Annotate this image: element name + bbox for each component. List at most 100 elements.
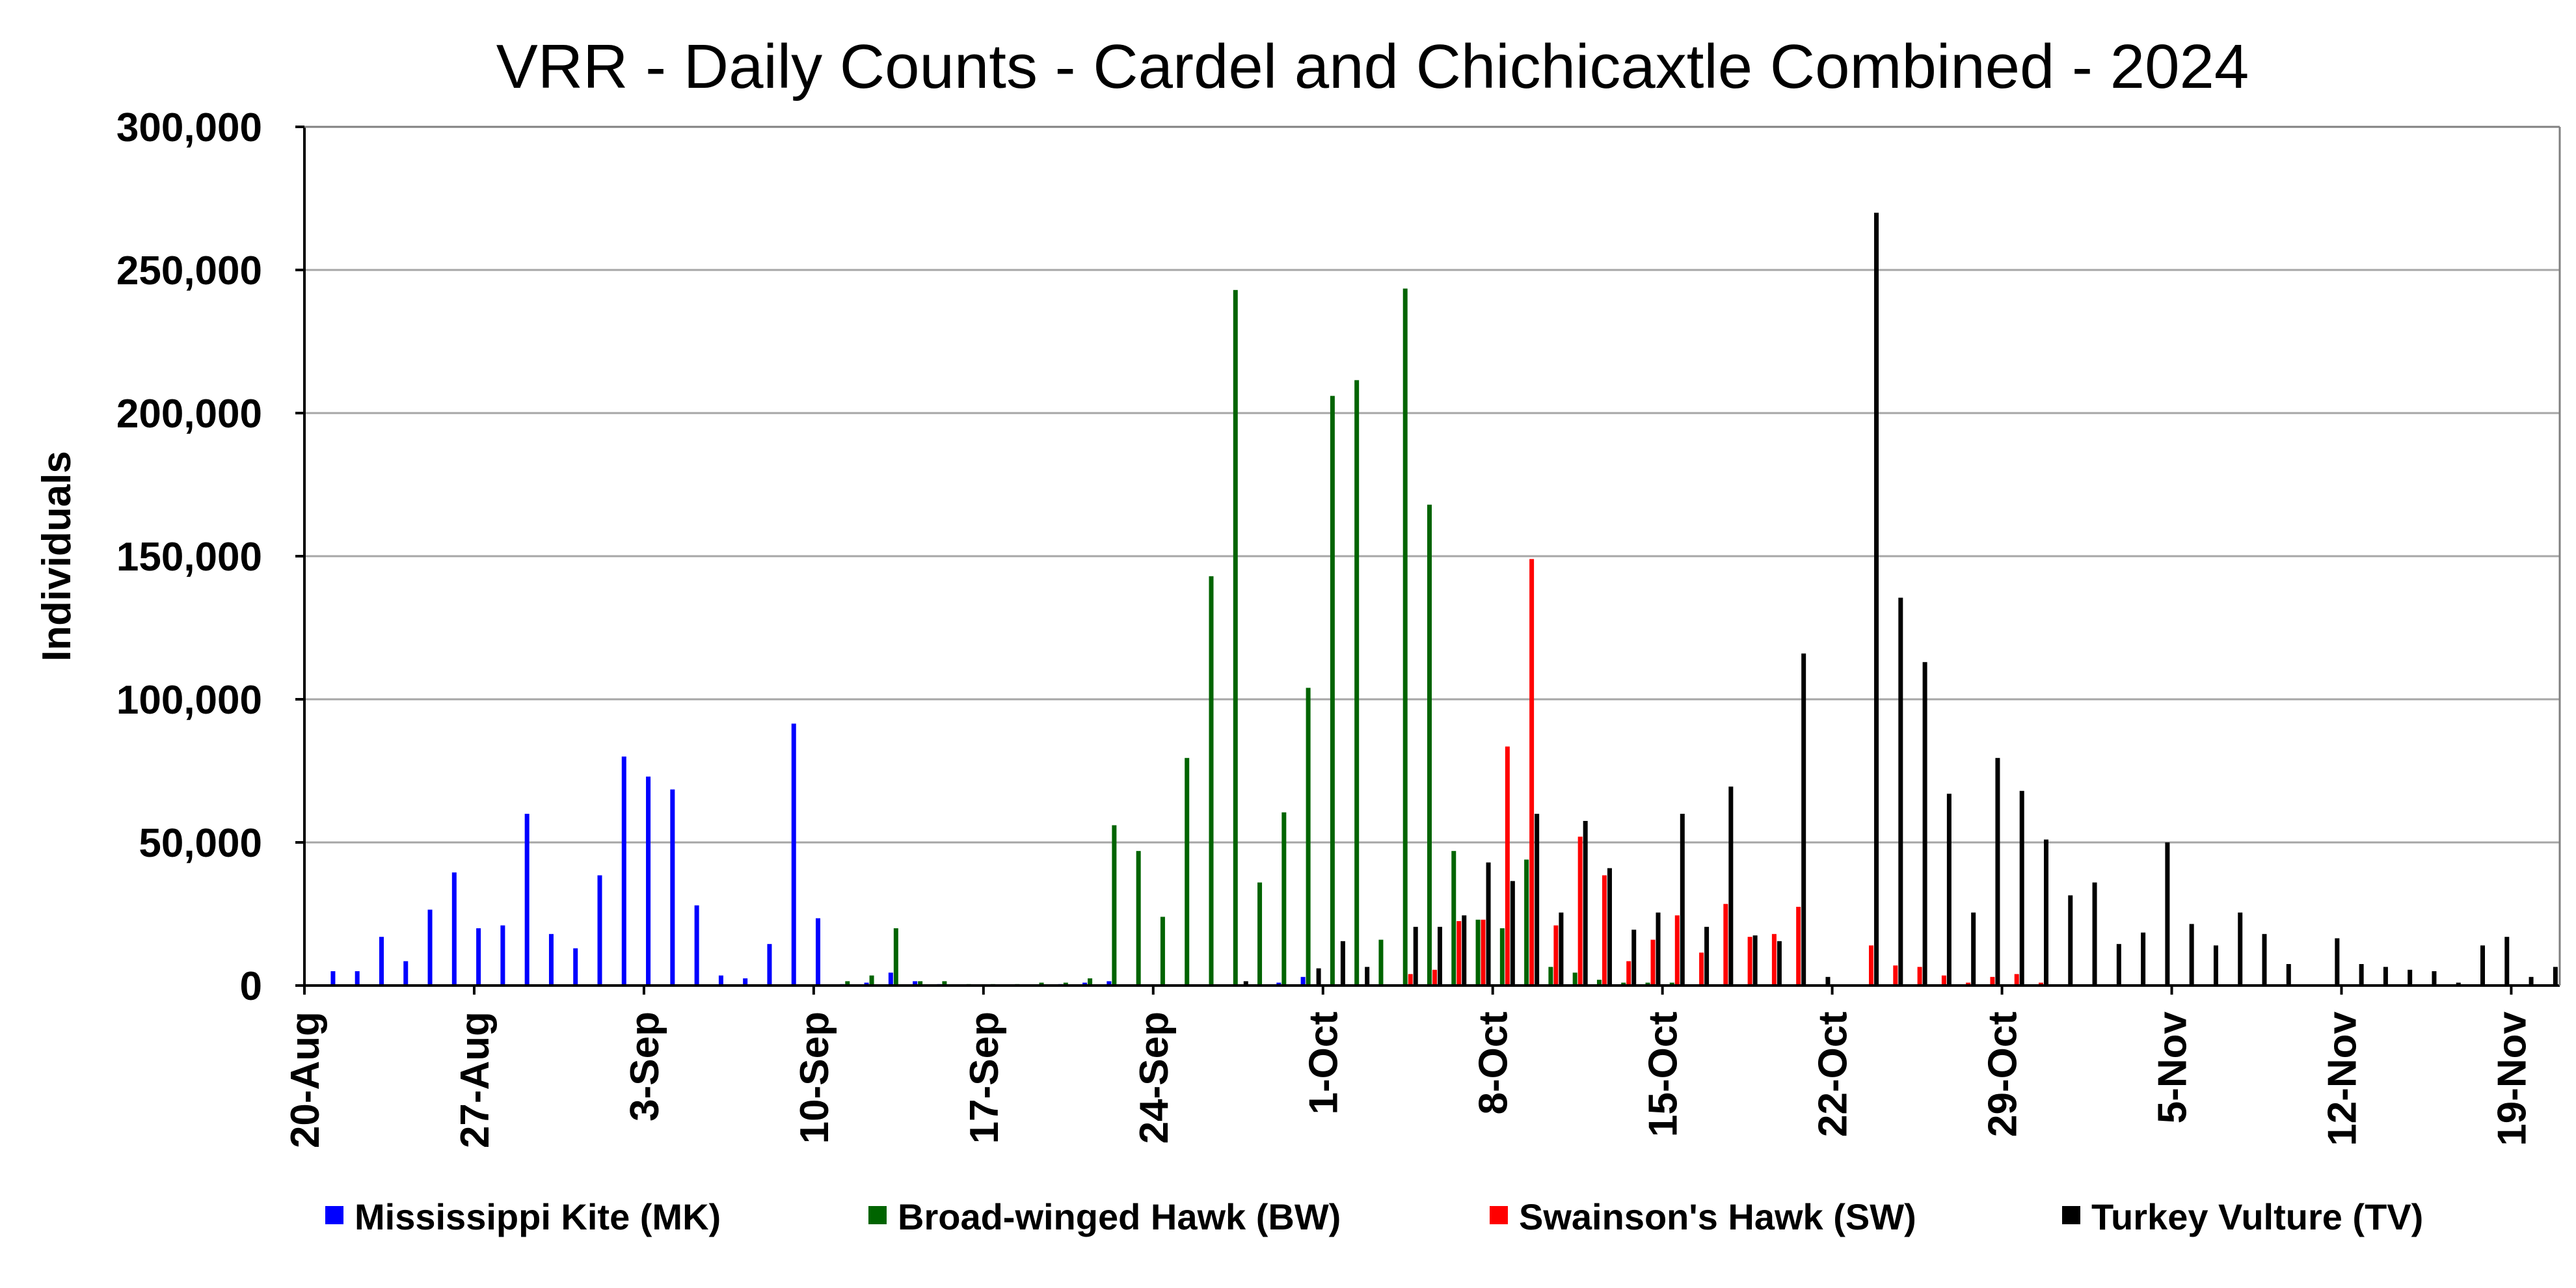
series-3 — [1243, 213, 2558, 986]
bar — [524, 814, 530, 986]
bar — [2432, 971, 2437, 986]
bar — [1160, 917, 1165, 986]
bar — [893, 928, 898, 986]
x-tick-label: 27-Aug — [453, 1012, 498, 1148]
bar — [1456, 921, 1462, 986]
x-tick-label: 1-Oct — [1302, 1012, 1347, 1114]
bar — [646, 776, 651, 986]
bar — [2238, 912, 2243, 986]
bar — [330, 971, 336, 986]
bar — [1796, 907, 1801, 986]
x-tick-labels: 20-Aug 27-Aug 3-Sep 10-Sep 17-Sep 24-Sep 1-Oct… — [283, 1011, 2534, 1148]
bar — [548, 933, 554, 986]
bar — [864, 982, 869, 986]
bar — [2529, 976, 2534, 986]
bar — [1475, 919, 1481, 986]
bar — [1626, 961, 1631, 986]
bar — [1257, 882, 1263, 986]
bar — [1680, 814, 1685, 986]
bar — [2014, 974, 2019, 986]
series-1 — [845, 288, 1674, 986]
bar — [1499, 928, 1505, 986]
bar — [1510, 881, 1515, 986]
bar — [918, 981, 923, 986]
bar — [694, 905, 699, 986]
bar — [1699, 952, 1704, 986]
bar — [2504, 937, 2510, 986]
x-tick-label: 20-Aug — [283, 1012, 328, 1148]
bar — [2286, 964, 2291, 986]
bar — [816, 918, 821, 986]
bar — [1300, 976, 1306, 986]
bar — [1777, 941, 1782, 986]
y-axis-label: Individuals — [34, 451, 79, 662]
bar — [2038, 982, 2043, 986]
x-tick-label: 29-Oct — [1981, 1012, 2026, 1137]
x-tick-label: 22-Oct — [1811, 1012, 1856, 1137]
bar — [1728, 786, 1734, 986]
bar — [1365, 967, 1370, 986]
bar — [2165, 842, 2170, 986]
bar — [1874, 213, 1879, 986]
bar — [2189, 924, 2194, 986]
bar — [1039, 982, 1044, 986]
bar — [2456, 982, 2461, 986]
bar — [1082, 982, 1088, 986]
x-tick-label: 10-Sep — [792, 1012, 837, 1144]
bar — [1233, 289, 1238, 986]
bar — [1432, 969, 1437, 986]
bar — [1995, 758, 2000, 986]
bar — [913, 981, 918, 986]
bar — [2262, 933, 2267, 986]
legend-item: Turkey Vulture (TV) — [2062, 1196, 2423, 1237]
legend-item: Mississippi Kite (MK) — [325, 1196, 721, 1237]
bar — [1438, 926, 1442, 986]
y-tick-label: 0 — [240, 964, 262, 1009]
legend-label: Swainson's Hawk (SW) — [1519, 1196, 1916, 1237]
bar — [1209, 576, 1214, 986]
bar — [1402, 288, 1408, 986]
bar — [1990, 976, 1995, 986]
bar — [791, 723, 796, 986]
bar — [743, 978, 748, 986]
bar — [1941, 975, 1946, 986]
bar — [2335, 938, 2340, 986]
gridlines — [304, 126, 2560, 844]
bar — [2019, 790, 2024, 986]
bar — [1330, 396, 1335, 986]
bar — [767, 944, 772, 986]
bar — [670, 789, 675, 986]
bar — [1966, 982, 1971, 986]
legend-swatch — [868, 1206, 887, 1224]
x-tick-label: 8-Oct — [1471, 1012, 1516, 1114]
bar — [597, 875, 602, 986]
bar — [1529, 559, 1535, 986]
bar — [1535, 814, 1540, 986]
bar — [1645, 982, 1650, 986]
bar — [1602, 875, 1607, 986]
bar — [1276, 982, 1281, 986]
bar — [2068, 895, 2073, 986]
bar — [1316, 968, 1321, 986]
axes — [295, 126, 2561, 995]
bar — [1825, 976, 1831, 986]
bar — [1505, 746, 1510, 986]
bar — [1869, 945, 1874, 986]
x-tick-label: 19-Nov — [2489, 1011, 2534, 1146]
bar — [1893, 965, 1898, 986]
bar — [1752, 935, 1758, 986]
bar — [427, 909, 433, 986]
legend-swatch — [1490, 1206, 1508, 1224]
x-tick-label: 5-Nov — [2151, 1011, 2195, 1123]
y-tick-label: 300,000 — [116, 105, 262, 150]
bar — [942, 981, 947, 986]
x-tick-label: 24-Sep — [1132, 1012, 1177, 1144]
bar — [1946, 794, 1952, 986]
bar — [1413, 926, 1418, 986]
y-tick-label: 200,000 — [116, 392, 262, 436]
bar — [1340, 941, 1345, 986]
y-tick-labels: 0 50,000 100,000 150,000 200,000 250,000 300,0… — [116, 105, 262, 1009]
bar — [2480, 945, 2486, 986]
series-2 — [1408, 559, 2043, 986]
bar — [1656, 912, 1661, 986]
